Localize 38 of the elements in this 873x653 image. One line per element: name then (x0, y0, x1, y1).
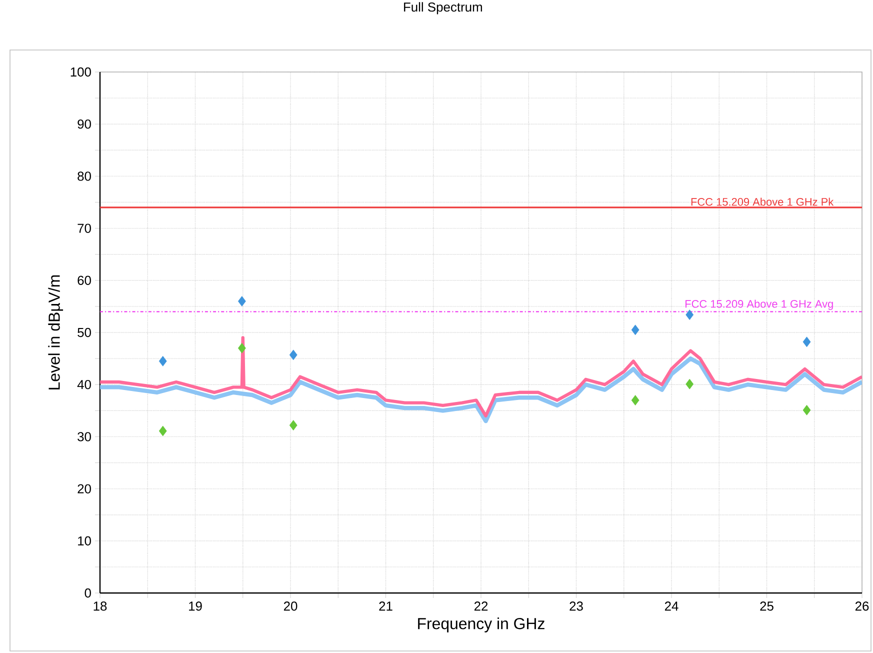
x-tick-label: 22 (474, 602, 488, 611)
point (631, 395, 640, 406)
point (238, 296, 246, 306)
point (802, 404, 811, 416)
point (686, 378, 694, 390)
x-tick-label: 20 (284, 602, 298, 611)
y-tick-label: 30 (78, 432, 91, 442)
x-axis-title: Frequency in GHz (418, 618, 544, 632)
point (631, 324, 640, 336)
y-tick-label: 60 (78, 276, 91, 285)
point (158, 426, 167, 436)
x-tick-label: 19 (189, 602, 202, 611)
chart-title: Full Spectrum (404, 2, 482, 14)
point (289, 420, 298, 430)
x-tick-label: 18 (94, 602, 107, 611)
x-tick-label: 25 (760, 602, 774, 611)
ref-line-label: FCC 15.209 Above 1 GHz Pk (691, 198, 834, 206)
y-axis-title: Level in dBµV/m (48, 275, 64, 390)
x-tick-label: 26 (855, 602, 869, 611)
y-tick-label: 80 (78, 172, 91, 181)
ref-line-label: FCC 15.209 Above 1 GHz Avg (686, 300, 833, 310)
line-series (100, 356, 862, 424)
point (289, 350, 298, 360)
x-tick-label: 23 (570, 602, 583, 611)
y-tick-label: 40 (77, 380, 91, 390)
y-tick-label: 20 (78, 484, 91, 494)
point (686, 310, 694, 320)
x-tick-label: 24 (664, 602, 678, 611)
point (238, 342, 246, 354)
y-tick-label: 10 (78, 536, 91, 546)
point (158, 356, 167, 366)
y-tick-label: 90 (78, 120, 91, 129)
point (802, 336, 811, 348)
x-tick-label: 21 (379, 602, 392, 611)
y-tick-label: 0 (84, 588, 91, 598)
y-tick-label: 70 (78, 224, 91, 233)
y-tick-label: 100 (70, 67, 91, 77)
y-tick-label: 50 (78, 328, 91, 338)
